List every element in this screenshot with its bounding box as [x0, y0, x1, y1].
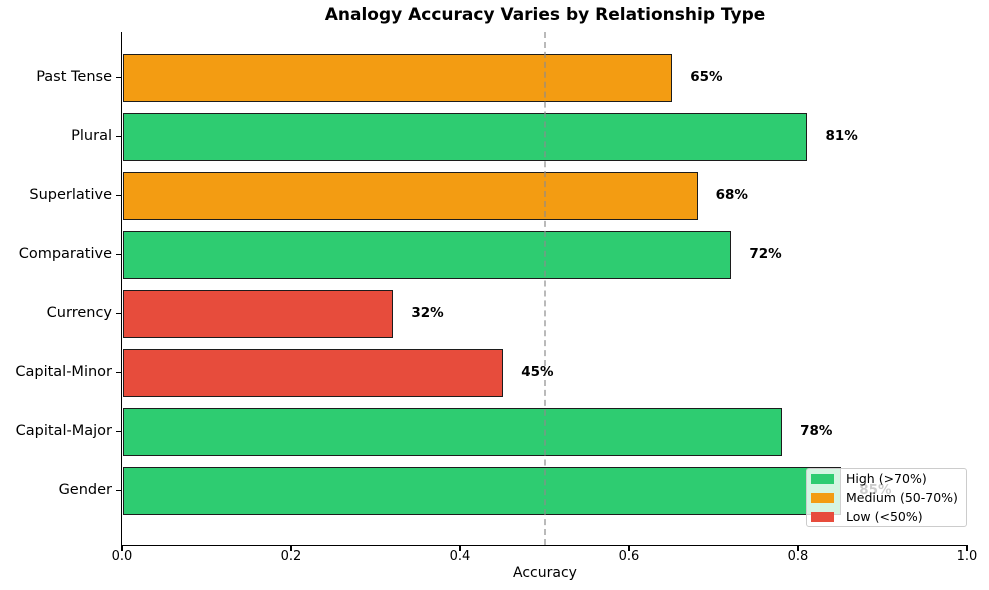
value-label-capital-minor: 45%: [521, 364, 554, 380]
x-axis-spine: [121, 545, 968, 547]
x-tick-0.0: [121, 546, 123, 551]
bar-capital-major: [123, 407, 783, 456]
x-tick-0.8: [797, 546, 799, 551]
category-label-capital-minor: Capital-Minor: [15, 364, 112, 380]
y-tick-comparative: [116, 253, 121, 256]
plot-area: 65%81%68%72%32%45%78%85%: [122, 32, 968, 545]
x-axis-label: Accuracy: [513, 565, 577, 581]
value-label-plural: 81%: [825, 128, 858, 144]
bar-comparative: [123, 230, 732, 279]
category-label-past-tense: Past Tense: [36, 69, 112, 85]
reference-line-50pct: [543, 32, 546, 545]
bar-superlative: [123, 171, 698, 220]
legend-label: High (>70%): [846, 471, 927, 486]
value-label-currency: 32%: [411, 305, 444, 321]
value-label-comparative: 72%: [749, 246, 782, 262]
x-tick-label-1.0: 1.0: [956, 549, 978, 564]
x-tick-label-0.6: 0.6: [618, 549, 640, 564]
category-label-currency: Currency: [46, 305, 112, 321]
y-tick-gender: [116, 489, 121, 492]
bar-capital-minor: [123, 348, 504, 397]
legend-entry-low-50-: Low (<50%): [811, 507, 960, 526]
value-label-capital-major: 78%: [800, 423, 833, 439]
legend-label: Low (<50%): [846, 509, 923, 524]
bar-currency: [123, 289, 394, 338]
category-label-comparative: Comparative: [18, 246, 112, 262]
x-tick-0.6: [628, 546, 630, 551]
y-tick-capital-minor: [116, 371, 121, 374]
x-tick-label-0.0: 0.0: [111, 549, 133, 564]
x-tick-0.2: [290, 546, 292, 551]
legend-color-patch: [811, 473, 834, 484]
x-tick-label-0.8: 0.8: [787, 549, 809, 564]
legend: High (>70%) Medium (50-70%) Low (<50%): [806, 468, 967, 527]
value-label-past-tense: 65%: [690, 69, 723, 85]
y-tick-currency: [116, 312, 121, 315]
y-tick-plural: [116, 135, 121, 138]
x-tick-label-0.2: 0.2: [280, 549, 302, 564]
category-label-gender: Gender: [58, 482, 112, 498]
legend-color-patch: [811, 492, 834, 503]
category-label-plural: Plural: [71, 128, 112, 144]
category-label-capital-major: Capital-Major: [15, 423, 112, 439]
x-tick-1.0: [966, 546, 968, 551]
legend-color-patch: [811, 511, 834, 522]
y-axis-spine: [121, 32, 123, 546]
bar-gender: [123, 466, 842, 515]
y-tick-capital-major: [116, 430, 121, 433]
y-tick-past-tense: [116, 76, 121, 79]
bar-plural: [123, 112, 808, 161]
legend-entry-high-70-: High (>70%): [811, 469, 960, 488]
x-tick-0.4: [459, 546, 461, 551]
legend-label: Medium (50-70%): [846, 490, 958, 505]
chart-title: Analogy Accuracy Varies by Relationship …: [324, 5, 766, 25]
bar-past-tense: [123, 53, 673, 102]
x-tick-label-0.4: 0.4: [449, 549, 471, 564]
y-tick-superlative: [116, 194, 121, 197]
value-label-superlative: 68%: [715, 187, 748, 203]
legend-entry-medium-50-70-: Medium (50-70%): [811, 488, 960, 507]
category-label-superlative: Superlative: [29, 187, 112, 203]
